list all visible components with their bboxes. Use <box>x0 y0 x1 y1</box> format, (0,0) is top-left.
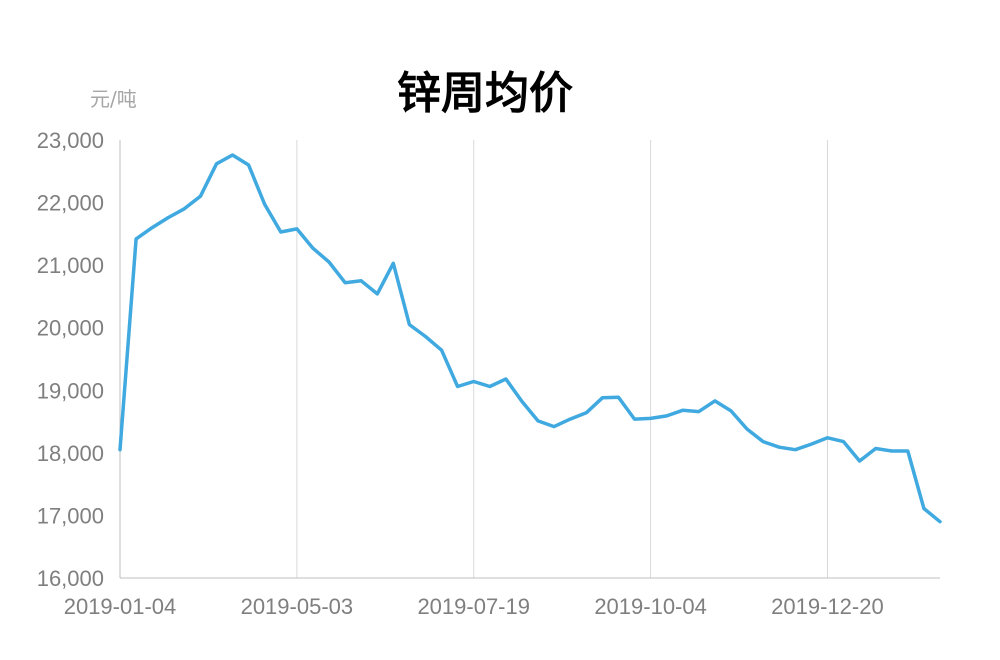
series-line <box>118 153 942 524</box>
y-tick-label: 18,000 <box>37 441 104 466</box>
y-tick-label: 23,000 <box>37 128 104 153</box>
y-tick-label: 22,000 <box>37 191 104 216</box>
series <box>118 153 942 524</box>
y-tick-label: 19,000 <box>37 378 104 403</box>
x-tick-label: 2019-07-19 <box>417 594 530 619</box>
grid <box>296 140 828 578</box>
x-tick-label: 2019-12-20 <box>771 594 884 619</box>
x-tick-label: 2019-01-04 <box>64 594 177 619</box>
y-unit-label: 元/吨 <box>90 87 137 111</box>
y-tick-label: 17,000 <box>37 503 104 528</box>
axes <box>119 140 940 579</box>
chart-title: 锌周均价 <box>397 68 573 119</box>
x-tick-label: 2019-05-03 <box>241 594 354 619</box>
y-tick-label: 16,000 <box>37 566 104 591</box>
y-tick-label: 21,000 <box>37 253 104 278</box>
x-tick-label: 2019-10-04 <box>594 594 707 619</box>
x-axis-ticks: 2019-01-04 2019-05-03 2019-07-19 2019-10-04… <box>64 594 884 619</box>
y-tick-label: 20,000 <box>37 316 104 341</box>
y-axis-ticks: 16,000 17,000 18,000 19,000 20,000 21,000 22,0… <box>37 128 104 591</box>
